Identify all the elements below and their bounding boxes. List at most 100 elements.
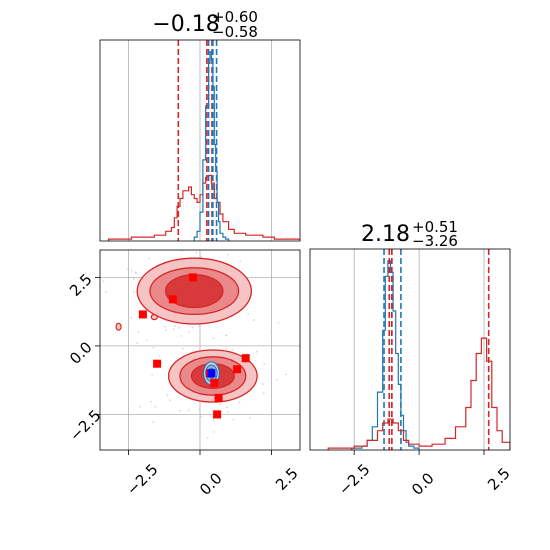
scatter-point bbox=[225, 334, 228, 337]
scatter-point bbox=[133, 278, 135, 280]
scatter-point bbox=[148, 257, 151, 260]
panel-bottom-right: 2.18 +0.51 −3.26 −2.5 0.0 2.5 bbox=[309, 218, 514, 499]
scatter-point bbox=[96, 281, 98, 283]
bottom-right-title-minus: −3.26 bbox=[412, 232, 458, 250]
scatter-point bbox=[262, 383, 264, 385]
red-marker-6 bbox=[214, 393, 223, 402]
top-left-title: −0.18 bbox=[152, 12, 219, 37]
scatter-point bbox=[225, 348, 228, 350]
top-left-title-plus: +0.60 bbox=[212, 8, 258, 26]
scatter-point bbox=[262, 392, 265, 395]
bl-ytick-label-2: 0.0 bbox=[66, 338, 96, 368]
bottom-left-x-tick-labels: −2.5 0.0 2.5 bbox=[123, 460, 302, 498]
scatter-point bbox=[169, 399, 172, 402]
scatter-point bbox=[226, 406, 229, 409]
scatter-point bbox=[105, 290, 108, 293]
scatter-point bbox=[102, 280, 105, 283]
top-left-title-median: −0.18 bbox=[152, 12, 219, 37]
scatter-point bbox=[238, 401, 241, 404]
scatter-point bbox=[212, 235, 214, 237]
bottom-right-ticks bbox=[353, 450, 485, 455]
red-marker-2 bbox=[168, 295, 177, 304]
red-marker-9 bbox=[241, 354, 250, 363]
red-contours bbox=[115, 257, 258, 403]
red-marker-7 bbox=[213, 410, 222, 419]
top-left-histogram-series-1 bbox=[108, 174, 300, 241]
red-marker-1 bbox=[188, 273, 197, 282]
scatter-point bbox=[152, 346, 155, 349]
scatter-point bbox=[263, 363, 266, 365]
blue-marker-group bbox=[207, 369, 216, 378]
bottom-left-ticks bbox=[95, 276, 272, 455]
scatter-point bbox=[145, 339, 148, 342]
scatter-point bbox=[98, 324, 100, 326]
bottom-right-gridlines bbox=[353, 249, 485, 450]
scatter-point bbox=[231, 349, 234, 351]
bottom-right-x-tick-labels: −2.5 0.0 2.5 bbox=[335, 460, 514, 498]
bottom-right-histogram-series-1 bbox=[351, 260, 420, 450]
scatter-point bbox=[232, 418, 234, 421]
scatter-point bbox=[192, 326, 194, 329]
scatter-point bbox=[179, 410, 182, 412]
top-left-histogram-series-2 bbox=[193, 51, 230, 241]
bl-xtick-label-3: 2.5 bbox=[272, 464, 302, 494]
scatter-point bbox=[166, 394, 169, 397]
scatter-point bbox=[285, 373, 287, 376]
top-left-gridlines bbox=[128, 40, 272, 241]
scatter-point bbox=[126, 268, 129, 270]
bottom-right-title-median: 2.18 bbox=[361, 222, 410, 247]
bottom-left-content bbox=[96, 231, 287, 439]
bottom-left-y-tick-labels: −2.5 0.0 2.5 bbox=[66, 270, 104, 445]
scatter-point bbox=[164, 325, 166, 328]
scatter-point bbox=[130, 316, 133, 319]
scatter-point bbox=[198, 408, 201, 411]
scatter-point bbox=[136, 342, 139, 345]
scatter-point bbox=[212, 431, 215, 433]
panel-bottom-left: −2.5 0.0 2.5 −2.5 0.0 2.5 bbox=[66, 231, 302, 499]
contour-fragment-1 bbox=[115, 322, 122, 331]
scatter-point bbox=[133, 291, 136, 294]
scatter-point bbox=[214, 231, 216, 233]
scatter-point bbox=[151, 373, 154, 376]
bl-xtick-label-1: −2.5 bbox=[123, 460, 161, 498]
scatter-point bbox=[180, 335, 183, 337]
scatter-point bbox=[158, 355, 161, 357]
scatter-point bbox=[239, 260, 242, 263]
top-left-histograms bbox=[108, 40, 300, 241]
scatter-point bbox=[270, 330, 273, 333]
scatter-point bbox=[227, 254, 230, 256]
scatter-point bbox=[188, 330, 191, 333]
scatter-point bbox=[130, 269, 133, 272]
br-xtick-label-2: 0.0 bbox=[408, 469, 438, 499]
scatter-point bbox=[219, 403, 222, 405]
scatter-point bbox=[276, 378, 278, 381]
scatter-point bbox=[200, 255, 202, 258]
bottom-right-axes-frame bbox=[309, 248, 511, 451]
red-marker-3 bbox=[138, 310, 147, 319]
scatter-point bbox=[134, 271, 137, 274]
bottom-right-title-plus: +0.51 bbox=[412, 218, 458, 236]
scatter-point bbox=[252, 319, 255, 321]
bl-ytick-label-3: 2.5 bbox=[66, 270, 96, 300]
bl-xtick-label-2: 0.0 bbox=[196, 469, 226, 499]
scatter-point bbox=[249, 417, 252, 419]
panel-top-left: −0.18 +0.60 −0.58 bbox=[99, 8, 301, 242]
scatter-point bbox=[206, 436, 209, 439]
scatter-point bbox=[174, 325, 177, 327]
scatter-point bbox=[198, 325, 201, 327]
bottom-right-histograms bbox=[327, 249, 510, 450]
br-xtick-label-3: 2.5 bbox=[484, 464, 514, 494]
blue-marker bbox=[207, 369, 216, 378]
scatter-point bbox=[178, 326, 181, 329]
scatter-point bbox=[200, 415, 202, 418]
scatter-point bbox=[195, 251, 198, 254]
scatter-point bbox=[277, 321, 280, 324]
scatter-point bbox=[212, 337, 215, 339]
scatter-point bbox=[255, 350, 258, 353]
scatter-point bbox=[137, 331, 140, 334]
scatter-point bbox=[143, 239, 145, 241]
scatter-point bbox=[139, 405, 142, 408]
scatter-point bbox=[182, 347, 184, 350]
scatter-point bbox=[187, 409, 190, 411]
contour-fragment-2 bbox=[150, 314, 158, 321]
